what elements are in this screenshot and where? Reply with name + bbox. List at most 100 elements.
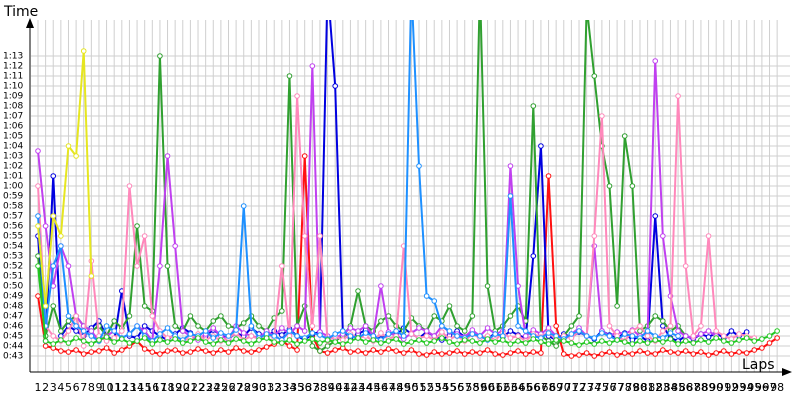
point: [355, 335, 361, 341]
point: [629, 333, 636, 339]
point: [705, 233, 712, 239]
point: [240, 338, 247, 344]
x-tick-label: 62: [496, 381, 510, 394]
y-tick-label: 0:51: [3, 272, 23, 282]
point: [591, 335, 598, 341]
point: [96, 348, 102, 354]
x-tick-label: 7: [80, 381, 87, 394]
point: [233, 327, 239, 333]
point: [538, 350, 544, 356]
point: [675, 350, 681, 356]
point: [393, 336, 399, 342]
point: [210, 325, 217, 331]
point: [50, 333, 57, 339]
point: [682, 338, 689, 344]
point: [42, 223, 49, 229]
point: [119, 347, 125, 353]
point: [141, 303, 148, 309]
point: [690, 340, 697, 346]
y-tick-label: 0:46: [3, 322, 23, 332]
point: [393, 328, 399, 334]
grid: [31, 20, 790, 372]
x-tick-label: 55: [442, 381, 456, 394]
point: [736, 337, 742, 343]
x-tick-label: 66: [526, 381, 540, 394]
point: [774, 328, 780, 334]
point: [568, 323, 575, 329]
x-tick-label: 33: [275, 381, 289, 394]
point: [256, 337, 262, 343]
point: [530, 253, 537, 259]
point: [317, 332, 323, 338]
point: [134, 223, 140, 229]
point: [416, 351, 422, 357]
point: [58, 243, 64, 249]
x-tick-label: 1: [35, 381, 42, 394]
x-tick-label: 32: [267, 381, 281, 394]
point: [530, 349, 537, 355]
point: [469, 313, 476, 319]
point: [50, 263, 57, 269]
point: [568, 331, 575, 337]
x-tick-label: 70: [557, 381, 571, 394]
x-tick-label: 19: [168, 381, 182, 394]
point: [103, 334, 110, 340]
x-tick-label: 43: [351, 381, 365, 394]
x-tick-label: 12: [115, 381, 129, 394]
point: [461, 328, 468, 334]
series-line: [37, 50, 93, 307]
x-tick-label: 73: [580, 381, 594, 394]
point: [545, 173, 552, 179]
point: [568, 340, 575, 346]
x-tick-label: 14: [130, 381, 144, 394]
y-tick-label: 1:02: [3, 162, 23, 172]
point: [576, 352, 582, 358]
point: [378, 340, 384, 346]
x-tick-label: 91: [717, 381, 731, 394]
x-tick-label: 21: [183, 381, 197, 394]
x-tick-label: 84: [663, 381, 677, 394]
point: [522, 351, 529, 357]
point: [614, 303, 620, 309]
point: [484, 325, 491, 331]
point: [58, 348, 64, 354]
point: [50, 341, 57, 347]
x-tick-label: 63: [503, 381, 517, 394]
y-tick-label: 0:59: [3, 192, 23, 202]
point: [324, 350, 331, 356]
point: [119, 336, 125, 342]
y-tick-label: 0:57: [3, 212, 23, 222]
y-tick-label: 0:47: [3, 312, 23, 322]
point: [294, 347, 300, 353]
x-tick-label: 44: [359, 381, 373, 394]
point: [431, 313, 438, 319]
point: [248, 323, 255, 329]
point: [439, 323, 445, 329]
x-tick-label: 42: [343, 381, 357, 394]
point: [309, 330, 316, 336]
point: [591, 353, 598, 359]
x-tick-label: 81: [641, 381, 655, 394]
point: [629, 328, 636, 334]
point: [279, 308, 285, 314]
point: [454, 348, 460, 354]
point: [179, 350, 186, 356]
point: [591, 341, 598, 347]
point: [35, 263, 41, 269]
point: [286, 328, 293, 334]
point: [591, 73, 598, 79]
x-tick-label: 71: [564, 381, 578, 394]
y-tick-label: 0:45: [3, 332, 23, 342]
x-tick-label: 69: [549, 381, 563, 394]
point: [164, 153, 171, 159]
point: [667, 336, 674, 342]
point: [172, 243, 178, 249]
x-tick-label: 49: [397, 381, 411, 394]
point: [416, 337, 422, 343]
point: [309, 343, 316, 349]
x-tick-label: 22: [191, 381, 205, 394]
x-tick-label: 26: [222, 381, 236, 394]
x-tick-label: 67: [534, 381, 548, 394]
point: [629, 183, 636, 189]
x-tick-label: 95: [747, 381, 761, 394]
